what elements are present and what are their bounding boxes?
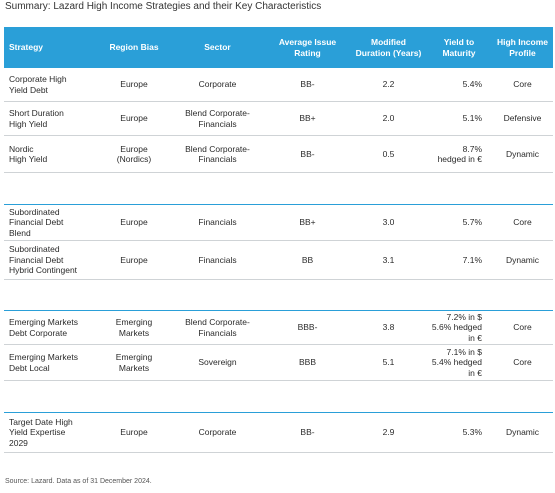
profile-cell: Core [513, 79, 532, 90]
region-bias-cell: Emerging Markets [115, 352, 153, 373]
profile-cell: Core [513, 322, 532, 333]
group-spacer [4, 381, 553, 412]
duration-cell: 2.0 [382, 113, 395, 124]
sector-cell: Blend Corporate- Financials [185, 317, 250, 338]
table-row: Subordinated Financial Debt Hybrid Conti… [4, 241, 553, 280]
sector-cell: Financials [198, 217, 237, 228]
strategies-table: Strategy Region Bias Sector Average Issu… [4, 27, 553, 453]
rating-cell: BB+ [299, 217, 316, 228]
profile-cell: Defensive [503, 113, 542, 124]
duration-cell: 2.9 [382, 427, 395, 438]
header-average-issue-rating: Average Issue Rating [278, 37, 337, 58]
profile-cell: Dynamic [505, 427, 540, 438]
yield-cell: 7.1% [462, 254, 482, 265]
yield-cell: 7.2% in $ 5.6% hedged in € [431, 311, 482, 343]
sector-cell: Corporate [198, 79, 237, 90]
strategy-cell: Subordinated Financial Debt Hybrid Conti… [9, 244, 78, 276]
profile-cell: Dynamic [505, 148, 540, 159]
strategy-cell: Nordic High Yield [9, 143, 48, 165]
duration-cell: 0.5 [382, 148, 395, 159]
duration-cell: 5.1 [382, 357, 395, 368]
source-note: Source: Lazard. Data as of 31 December 2… [5, 478, 152, 485]
table-row: Corporate High Yield Debt Europe Corporate… [4, 68, 553, 102]
table-row: Short Duration High Yield Europe Blend Cor… [4, 102, 553, 136]
strategy-cell: Subordinated Financial Debt Blend [9, 206, 64, 238]
region-bias-cell: Europe [120, 254, 148, 265]
page-title: Summary: Lazard High Income Strategies a… [5, 1, 322, 12]
header-sector: Sector [204, 42, 231, 53]
sector-cell: Sovereign [198, 357, 237, 368]
header-region-bias: Region Bias [109, 42, 159, 53]
region-bias-cell: Europe (Nordics) [116, 143, 152, 165]
profile-cell: Dynamic [505, 254, 540, 265]
table-header-row: Strategy Region Bias Sector Average Issu… [4, 27, 553, 68]
sector-cell: Financials [198, 254, 237, 265]
strategy-cell: Corporate High Yield Debt [9, 74, 67, 95]
header-modified-duration: Modified Duration (Years) [355, 37, 422, 58]
sector-cell: Blend Corporate- Financials [185, 143, 250, 165]
yield-cell: 8.7% hedged in € [437, 143, 482, 165]
rating-cell: BBB [298, 357, 316, 368]
header-yield-to-maturity: Yield to Maturity [442, 37, 476, 58]
rating-cell: BBB- [297, 322, 318, 333]
profile-cell: Core [513, 217, 532, 228]
header-strategy: Strategy [9, 42, 44, 53]
group-spacer [4, 280, 553, 310]
strategy-cell: Emerging Markets Debt Corporate [9, 317, 78, 338]
sector-cell: Blend Corporate- Financials [185, 108, 250, 129]
duration-cell: 3.8 [382, 322, 395, 333]
strategy-cell: Emerging Markets Debt Local [9, 352, 78, 373]
table-row: Subordinated Financial Debt Blend Europe F… [4, 204, 553, 241]
rating-cell: BB+ [299, 113, 316, 124]
region-bias-cell: Europe [120, 217, 148, 228]
duration-cell: 2.2 [382, 79, 395, 90]
yield-cell: 5.7% [462, 217, 482, 228]
group-spacer [4, 173, 553, 204]
table-row: Target Date High Yield Expertise 2029 Eur… [4, 412, 553, 453]
yield-cell: 5.3% [462, 427, 482, 438]
sector-cell: Corporate [198, 427, 237, 438]
rating-cell: BB- [300, 79, 315, 90]
profile-cell: Core [513, 357, 532, 368]
region-bias-cell: Europe [120, 79, 148, 90]
duration-cell: 3.1 [382, 254, 395, 265]
table-row: Nordic High Yield Europe (Nordics) Blend C… [4, 136, 553, 173]
yield-cell: 7.1% in $ 5.4% hedged in € [431, 346, 482, 378]
region-bias-cell: Europe [120, 113, 148, 124]
region-bias-cell: Emerging Markets [115, 317, 153, 338]
yield-cell: 5.4% [462, 79, 482, 90]
table-body: Corporate High Yield Debt Europe Corporate… [4, 68, 553, 453]
rating-cell: BB [301, 254, 314, 265]
rating-cell: BB- [300, 148, 315, 159]
duration-cell: 3.0 [382, 217, 395, 228]
table-row: Emerging Markets Debt Corporate Emerging … [4, 310, 553, 345]
yield-cell: 5.1% [462, 113, 482, 124]
strategy-cell: Target Date High Yield Expertise 2029 [9, 416, 73, 448]
table-row: Emerging Markets Debt Local Emerging Mark… [4, 345, 553, 381]
strategy-cell: Short Duration High Yield [9, 108, 64, 129]
header-high-income-profile: High Income Profile [496, 37, 548, 58]
rating-cell: BB- [300, 427, 315, 438]
region-bias-cell: Europe [120, 427, 148, 438]
